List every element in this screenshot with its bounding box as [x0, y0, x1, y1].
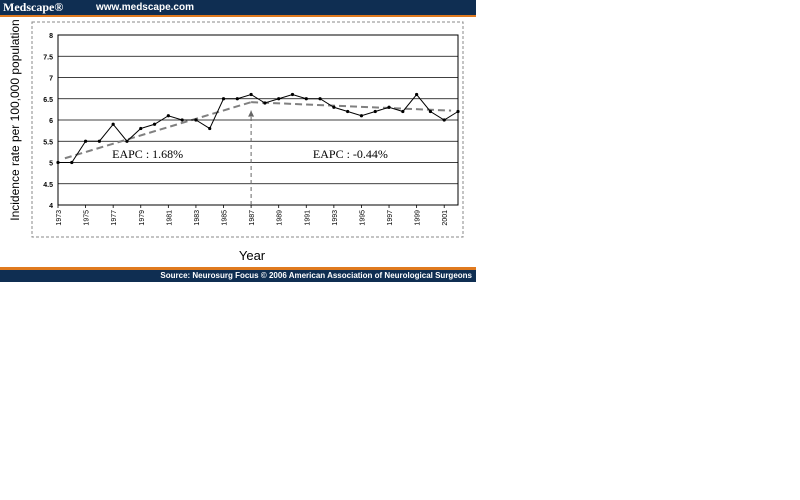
trend-line: [251, 101, 452, 112]
data-point: [208, 126, 212, 131]
y-tick-label: 6.5: [43, 97, 53, 104]
data-point: [456, 109, 460, 114]
y-tick-label: 4.5: [43, 182, 53, 189]
x-tick-label: 1973: [56, 210, 63, 226]
x-tick-label: 1985: [222, 210, 229, 226]
x-tick-label: 1995: [359, 210, 366, 226]
data-point: [373, 109, 377, 114]
x-tick-label: 1987: [249, 210, 256, 226]
gridlines: [58, 34, 458, 206]
data-point: [235, 97, 239, 101]
x-tick-label: 1999: [415, 210, 422, 226]
data-point: [263, 101, 267, 105]
eapc-annotation: EAPC : -0.44%: [313, 147, 388, 161]
x-axis-label: Year: [239, 248, 266, 263]
data-point: [249, 92, 253, 97]
chart-border: [31, 21, 464, 238]
y-tick-label: 7.5: [43, 54, 53, 61]
x-tick-label: 2001: [442, 210, 449, 226]
footer-accent-line: [0, 267, 476, 270]
header-accent-line: [0, 15, 476, 17]
data-point: [318, 97, 322, 101]
data-point: [304, 97, 308, 101]
x-tick-label: 1983: [194, 210, 201, 226]
x-tick-label: 1979: [139, 210, 146, 226]
data-point: [97, 139, 101, 143]
footer-bar: Source: Neurosurg Focus © 2006 American …: [0, 270, 476, 282]
site-url[interactable]: www.medscape.com: [96, 2, 194, 13]
data-point: [428, 109, 433, 114]
y-tick-label: 6: [49, 118, 53, 125]
data-point: [346, 109, 350, 114]
y-tick-label: 5: [49, 161, 53, 168]
y-tick-label: 7: [49, 76, 53, 83]
data-point: [401, 109, 405, 114]
data-point: [180, 118, 184, 122]
x-tick-label: 1997: [387, 210, 394, 226]
x-tick-label: 1981: [166, 210, 173, 226]
medscape-logo[interactable]: Medscape®: [3, 0, 64, 14]
data-point: [194, 118, 198, 122]
data-point: [277, 97, 281, 101]
data-point: [415, 92, 419, 97]
plot-area: [57, 34, 459, 206]
data-point: [387, 105, 391, 109]
data-point: [70, 160, 74, 165]
data-point: [111, 122, 115, 126]
divider-arrowhead: [248, 110, 255, 117]
x-tick-label: 1975: [84, 210, 91, 226]
data-point: [332, 105, 336, 109]
trend-lines: [64, 101, 452, 160]
data-point: [221, 97, 226, 101]
y-tick-label: 5.5: [43, 139, 53, 146]
data-point: [125, 139, 129, 143]
data-point: [139, 126, 143, 131]
data-point: [166, 114, 170, 118]
data-point: [83, 139, 88, 143]
y-tick-label: 8: [49, 33, 53, 40]
x-tick-label: 1977: [111, 210, 118, 226]
y-axis-ticks: 4 4.5 5 5.5 6 6.5 7 7.5 8: [43, 33, 53, 210]
x-tick-label: 1989: [277, 210, 284, 226]
eapc-annotation: EAPC : 1.68%: [112, 147, 183, 161]
data-point: [152, 122, 157, 126]
figure-frame: Medscape® www.medscape.com 4 4.5 5 5.5 6 6.5 7…: [0, 0, 476, 282]
data-point: [359, 114, 364, 118]
y-axis-label: Incidence rate per 100,000 population: [8, 19, 22, 221]
header-bar: Medscape® www.medscape.com: [0, 0, 476, 15]
series-line: [58, 93, 459, 163]
annotations: EAPC : 1.68% EAPC : -0.44%: [112, 147, 388, 161]
x-axis-ticks: 1973 1975 1977 1979 1981 1983 1985 1987 1989 1991…: [56, 205, 449, 226]
y-tick-label: 4: [49, 203, 53, 210]
x-tick-label: 1993: [332, 210, 339, 226]
x-tick-label: 1991: [304, 210, 311, 226]
data-point: [56, 160, 60, 165]
data-point: [290, 92, 295, 97]
data-point: [442, 118, 446, 122]
source-citation: Source: Neurosurg Focus © 2006 American …: [160, 271, 472, 280]
line-chart: 44.555.566.577.58 1973 1975 1977 1979 1981 19…: [8, 19, 464, 263]
data-points: [56, 92, 460, 165]
